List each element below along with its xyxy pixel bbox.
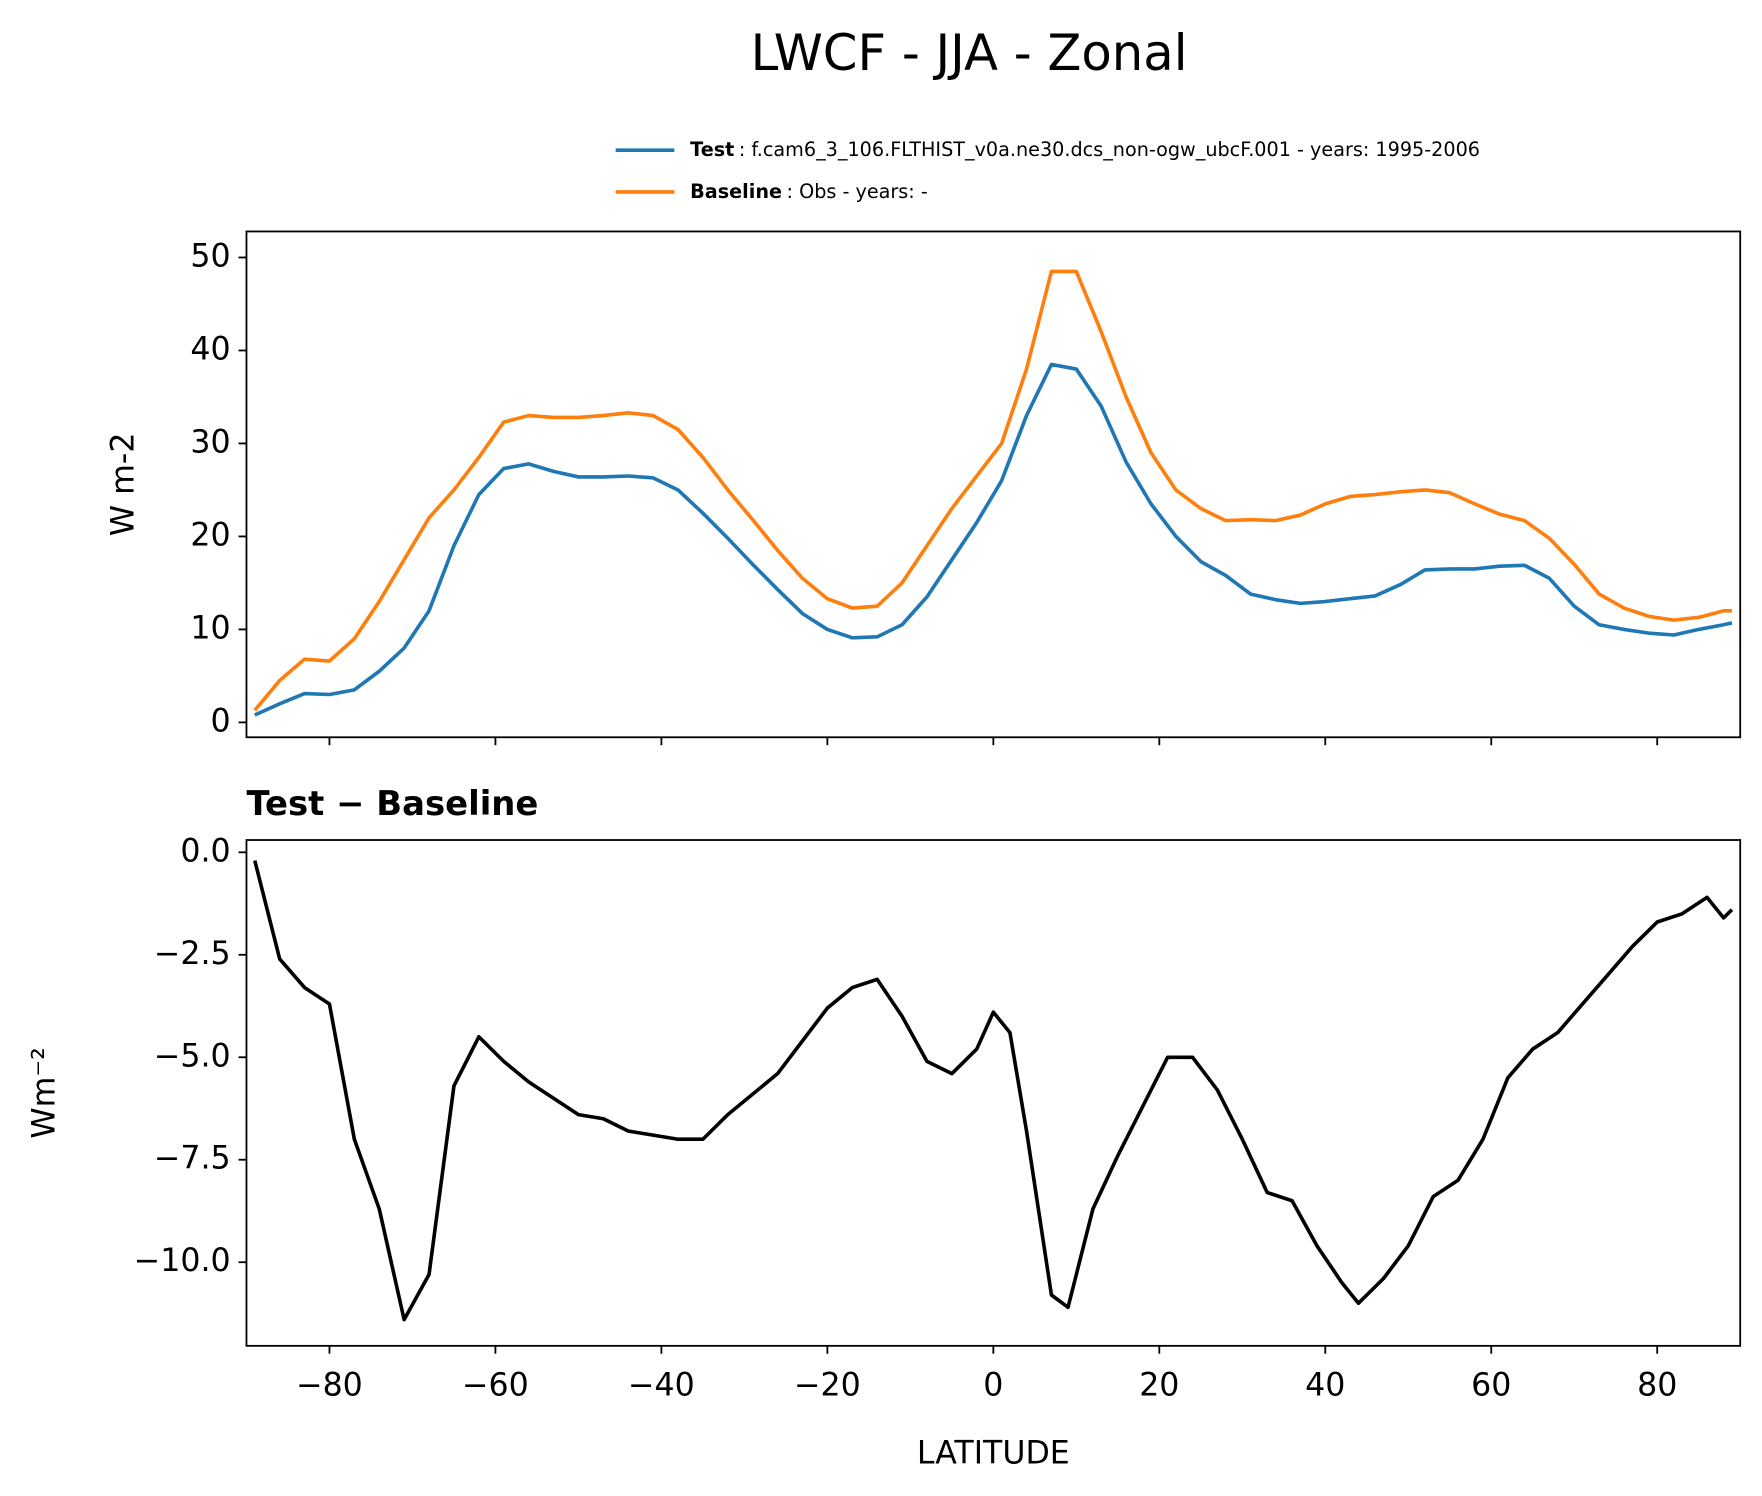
y-tick-label: −7.5 (154, 1141, 231, 1177)
legend-entry: Test: f.cam6_3_106.FLTHIST_v0a.ne30.dcs_… (690, 138, 1480, 161)
series-line (254, 362, 1733, 717)
x-tick-label: 80 (1637, 1368, 1677, 1404)
x-tick-label: 60 (1471, 1368, 1511, 1404)
y-tick-label: 20 (190, 517, 230, 553)
legend-name: Baseline (690, 179, 782, 202)
axes-frame (245, 839, 1742, 1347)
legend-name: Test (690, 138, 734, 161)
y-tick-label: −10.0 (134, 1243, 231, 1279)
y-tick-label: 0.0 (180, 833, 230, 869)
x-axis-label: LATITUDE (917, 1435, 1070, 1471)
legend-description: : f.cam6_3_106.FLTHIST_v0a.ne30.dcs_non-… (739, 138, 1480, 161)
x-tick-label: −60 (462, 1368, 529, 1404)
y-tick-label: −2.5 (154, 936, 231, 972)
y-tick-label: −5.0 (154, 1038, 231, 1074)
y-tick-label: 40 (190, 331, 230, 367)
y-tick-label: 10 (190, 610, 230, 646)
axes-frame (245, 230, 1742, 739)
legend-description: : Obs - years: - (787, 179, 928, 202)
legend-entry: Baseline: Obs - years: - (690, 179, 928, 202)
x-tick-label: 40 (1305, 1368, 1345, 1404)
x-tick-label: 0 (983, 1368, 1003, 1404)
series-line (253, 269, 1732, 712)
x-tick-label: −40 (628, 1368, 695, 1404)
y-tick-label: 0 (211, 703, 231, 739)
figure-title: LWCF - JJA - Zonal (751, 24, 1188, 82)
series-line (253, 860, 1734, 1322)
subplot-title: Test − Baseline (246, 784, 538, 823)
y-axis-label: W m-2 (106, 433, 142, 537)
x-tick-label: 20 (1139, 1368, 1179, 1404)
y-tick-label: 50 (190, 238, 230, 274)
y-axis-label: Wm⁻² (26, 1047, 62, 1138)
x-tick-label: −80 (296, 1368, 363, 1404)
y-tick-label: 30 (190, 424, 230, 460)
x-tick-label: −20 (794, 1368, 861, 1404)
